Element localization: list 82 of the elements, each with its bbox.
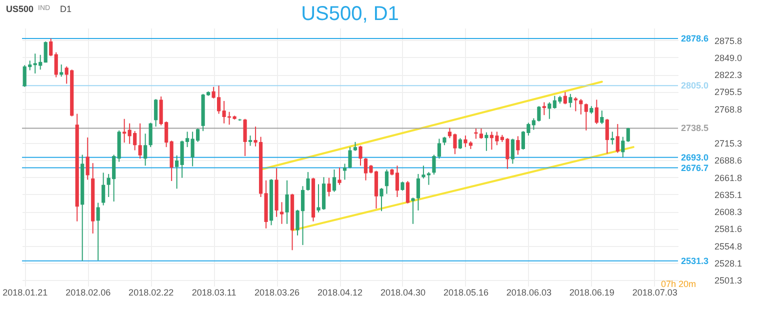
candlestick — [610, 131, 614, 146]
ref-line-label: 2531.3 — [681, 256, 709, 266]
candlestick — [338, 167, 342, 186]
y-tick-label: 2635.1 — [714, 190, 742, 200]
candlestick — [479, 128, 483, 140]
candlestick — [621, 136, 625, 158]
candlestick — [327, 177, 331, 197]
candlestick — [44, 40, 48, 64]
candlestick — [138, 122, 142, 160]
candlestick — [102, 172, 106, 206]
x-tick-label: 2018.02.06 — [66, 288, 111, 298]
candlestick — [594, 99, 598, 125]
candlestick — [626, 127, 630, 142]
x-tick-label: 2018.03.26 — [254, 288, 300, 298]
candlestick — [306, 172, 310, 192]
annotation: 07h 20m — [661, 279, 696, 289]
candlestick — [144, 133, 148, 166]
chart-title: US500, D1 — [301, 3, 399, 25]
candlestick — [563, 92, 567, 105]
y-tick-label: 2822.3 — [714, 70, 742, 80]
candlestick — [574, 96, 578, 112]
x-tick-label: 2018.01.21 — [2, 288, 48, 298]
candlestick — [154, 98, 158, 128]
candlestick — [605, 118, 609, 154]
candlestick — [342, 163, 347, 180]
y-tick-label: 2875.8 — [714, 36, 742, 46]
candlestick — [568, 93, 572, 108]
candlestick — [384, 168, 389, 194]
x-tick-label: 2018.02.22 — [128, 288, 174, 298]
text: US500 — [6, 4, 34, 14]
candlestick — [348, 146, 352, 169]
y-tick-label: 2661.8 — [714, 172, 742, 183]
candlestick — [616, 124, 620, 154]
y-tick-label: 2501.3 — [714, 276, 742, 286]
candlestick — [54, 52, 58, 78]
y-tick-label: 2849.0 — [714, 52, 742, 63]
ref-line-label: 2738.5 — [681, 123, 709, 134]
y-tick-label: 2554.8 — [714, 241, 742, 252]
candlestick — [406, 180, 410, 204]
candlestick — [96, 202, 100, 261]
candlestick — [510, 138, 514, 164]
y-tick-label: 2795.5 — [714, 87, 742, 98]
candlestick — [86, 136, 90, 180]
ref-line-label: 2878.6 — [681, 34, 709, 44]
candlestick — [175, 154, 179, 190]
ref-line-label: 2805.0 — [681, 80, 709, 91]
candlestick — [411, 197, 415, 224]
x-tick-label: 2018.07.03 — [632, 288, 678, 298]
candlestick — [248, 135, 252, 146]
candlestick — [358, 145, 362, 166]
y-tick-label: 2688.6 — [714, 156, 742, 166]
candlestick — [243, 118, 247, 157]
x-tick-label: 2018.06.19 — [569, 288, 614, 298]
ref-line-label: 2676.7 — [681, 162, 709, 173]
candlestick — [416, 173, 420, 211]
candlestick — [49, 38, 53, 57]
y-tick-label: 2581.6 — [714, 224, 742, 234]
x-tick-label: 2018.03.11 — [192, 288, 236, 298]
y-tick-label: 2528.1 — [714, 258, 742, 268]
candlestick — [122, 118, 126, 144]
y-tick-label: 2768.8 — [714, 104, 742, 114]
candlestick — [458, 138, 462, 150]
candlestick — [148, 122, 152, 148]
candlestick — [548, 102, 552, 120]
candlestick — [332, 168, 336, 192]
candlestick — [380, 188, 384, 212]
x-tick-label: 2018.06.03 — [506, 288, 552, 298]
candlestick — [584, 103, 588, 131]
y-tick-label: 2608.3 — [714, 207, 742, 218]
ref-line-label: 2693.0 — [681, 152, 709, 162]
candlestick — [60, 64, 64, 78]
y-tick-label: 2715.3 — [714, 138, 742, 149]
candlestick — [542, 102, 546, 116]
candlestick — [516, 136, 520, 156]
x-tick-label: 2018.04.12 — [317, 288, 363, 298]
text: D1 — [60, 4, 72, 14]
x-tick-label: 2018.05.16 — [443, 288, 488, 298]
candlestick — [600, 110, 604, 125]
x-tick-label: 2018.04.30 — [380, 288, 426, 298]
candlestick — [484, 132, 488, 152]
candlestick — [285, 180, 289, 224]
candlestick — [280, 202, 284, 224]
